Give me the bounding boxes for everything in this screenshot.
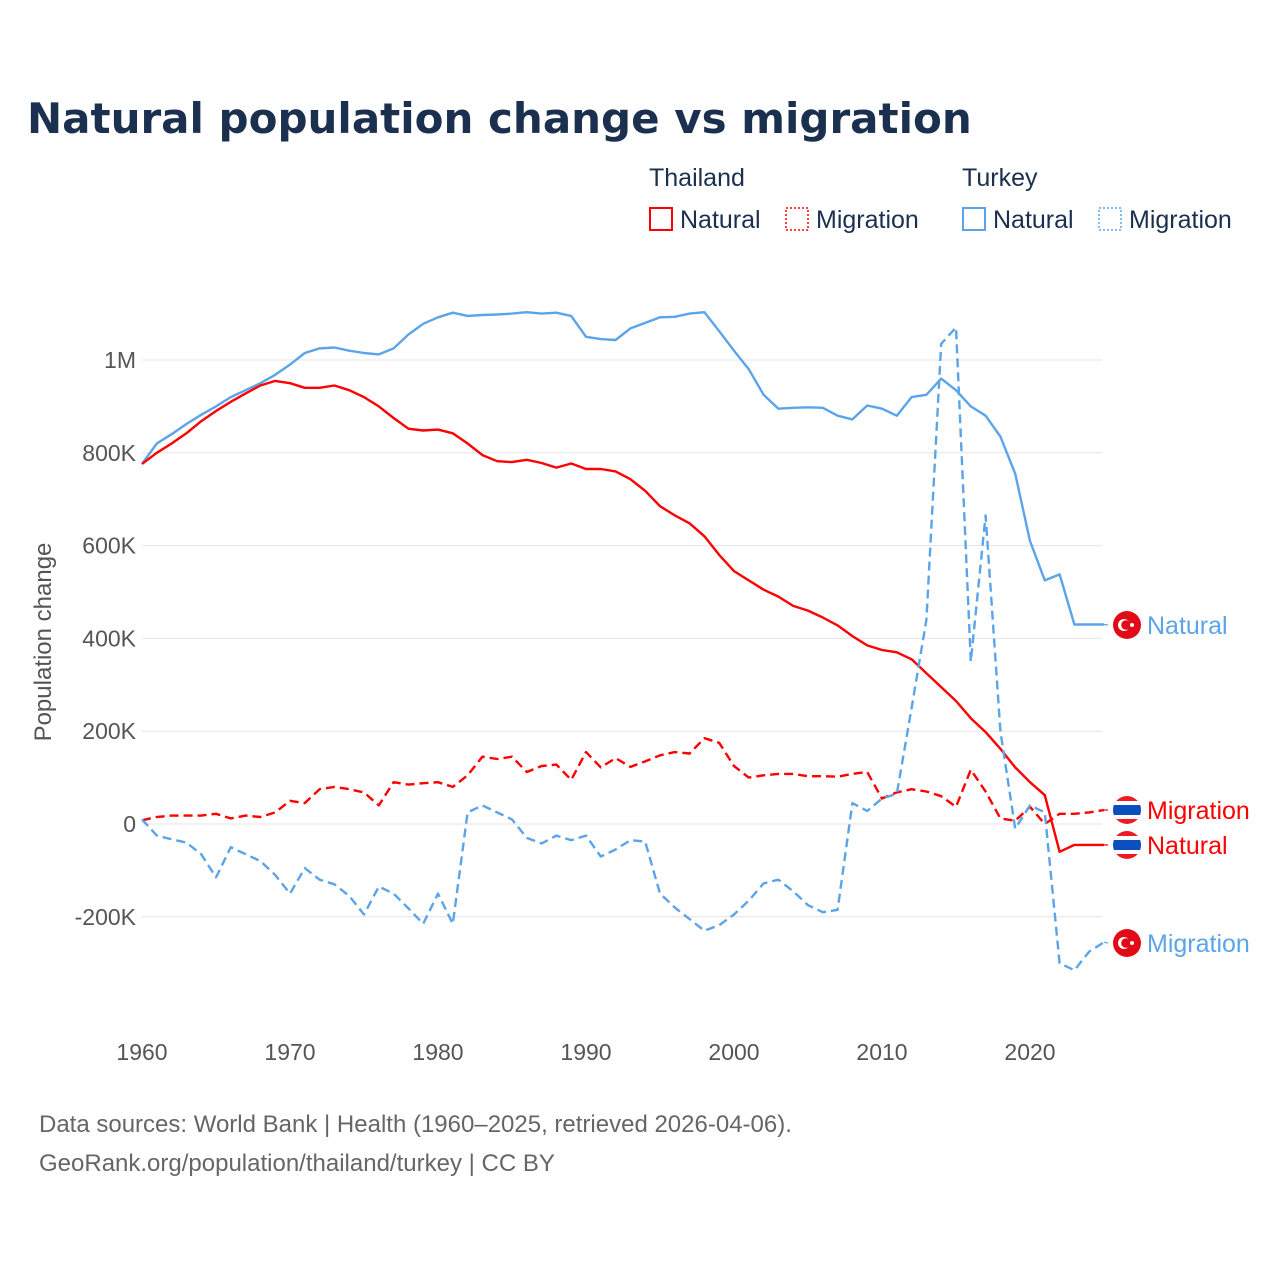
x-tick-label: 2020 — [1004, 1039, 1055, 1065]
series-line-turkey-natural — [141, 311, 1104, 626]
flag-star — [1130, 941, 1134, 945]
series-end-label: Natural — [1147, 612, 1228, 640]
flag-star — [1130, 623, 1134, 627]
chart-title: Natural population change vs migration — [27, 94, 972, 143]
gridlines — [142, 359, 1102, 918]
label-connector — [1103, 941, 1109, 944]
y-tick-label: -200K — [75, 904, 137, 930]
turkey-flag-icon — [1113, 611, 1141, 639]
thailand-flag-icon — [1113, 831, 1141, 859]
y-axis-label: Population change — [30, 543, 57, 742]
series-line-turkey-migration — [141, 326, 1105, 972]
x-tick-label: 2000 — [708, 1039, 759, 1065]
x-tick-label: 1970 — [264, 1039, 315, 1065]
thailand-flag-icon — [1113, 796, 1141, 824]
footer-sources: Data sources: World Bank | Health (1960–… — [39, 1111, 792, 1138]
legend-item-migration: Migration — [816, 206, 919, 234]
legend-group-title: Turkey — [962, 164, 1038, 192]
y-tick-label: 600K — [82, 533, 136, 559]
flag-blue — [1113, 840, 1141, 850]
x-tick-label: 1990 — [560, 1039, 611, 1065]
legend-swatch-natural — [649, 207, 673, 231]
x-tick-label: 1980 — [412, 1039, 463, 1065]
legend-group-title: Thailand — [649, 164, 745, 192]
legend-item-natural: Natural — [680, 206, 761, 234]
legend-swatch-natural — [962, 207, 986, 231]
flag-crescent-cut — [1121, 938, 1131, 948]
y-tick-label: 0 — [123, 811, 136, 837]
legend-item-natural: Natural — [993, 206, 1074, 234]
y-axis: -200K 0 200K 400K 600K 800K 1M — [75, 347, 137, 930]
series-line-thailand-natural — [141, 379, 1104, 853]
label-connector — [1103, 623, 1109, 626]
y-tick-label: 200K — [82, 718, 136, 744]
series-end-labels: Natural Natural Migration Migration — [1103, 611, 1250, 958]
series-end-label: Migration — [1147, 930, 1250, 958]
x-axis: 1960 1970 1980 1990 2000 2010 2020 — [116, 1039, 1055, 1065]
y-tick-label: 800K — [82, 440, 136, 466]
footer-link[interactable]: GeoRank.org/population/thailand/turkey |… — [39, 1150, 555, 1177]
series-lines — [141, 311, 1105, 972]
legend-swatch-migration — [785, 207, 809, 231]
flag-blue — [1113, 805, 1141, 815]
legend-item-migration: Migration — [1129, 206, 1232, 234]
flag-stripes — [1113, 796, 1141, 824]
series-end-label: Migration — [1147, 797, 1250, 825]
turkey-flag-icon — [1113, 929, 1141, 957]
y-tick-label: 1M — [104, 347, 136, 373]
x-tick-label: 1960 — [116, 1039, 167, 1065]
legend-swatch-migration — [1098, 207, 1122, 231]
series-line-thailand-migration — [141, 737, 1105, 826]
x-tick-label: 2010 — [856, 1039, 907, 1065]
legend: Thailand Natural Migration Turkey Natural Mig… — [649, 164, 1232, 234]
series-end-label: Natural — [1147, 832, 1228, 860]
flag-crescent-cut — [1121, 620, 1131, 630]
y-tick-label: 400K — [82, 625, 136, 651]
flag-stripes — [1113, 831, 1141, 859]
